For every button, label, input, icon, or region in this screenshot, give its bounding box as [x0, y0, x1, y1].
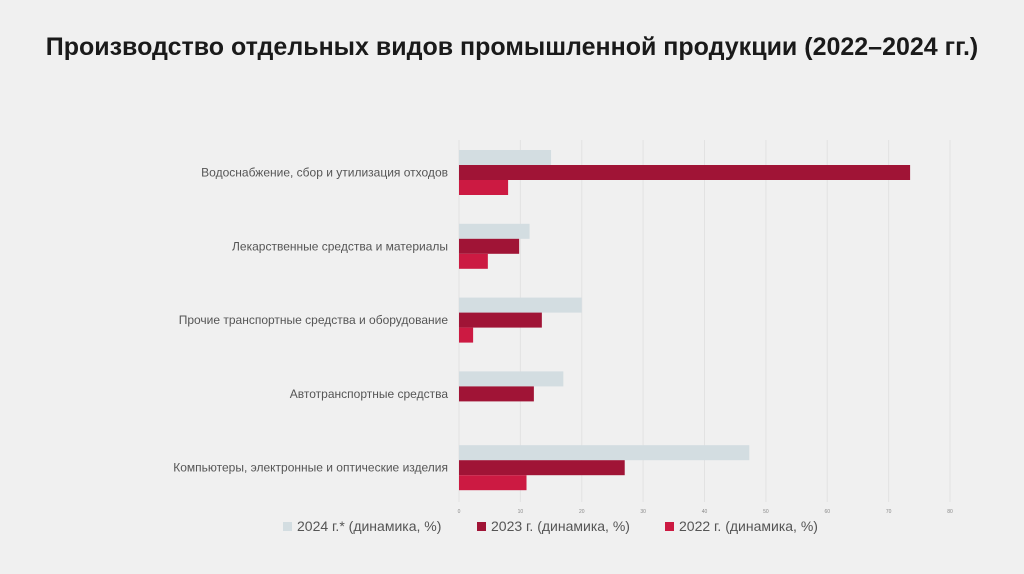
x-tick-label: 60 — [824, 509, 830, 515]
chart-title: Производство отдельных видов промышленно… — [45, 33, 979, 61]
legend-label: 2023 г. (динамика, %) — [491, 518, 630, 534]
bar — [459, 327, 474, 343]
bar — [459, 150, 552, 165]
bar — [459, 223, 530, 239]
bar — [459, 371, 564, 387]
x-tick-label: 40 — [702, 509, 708, 515]
bars — [459, 150, 911, 491]
x-tick-label: 70 — [886, 509, 892, 515]
x-tick-label: 30 — [640, 509, 646, 515]
legend-swatch — [477, 522, 486, 531]
bar — [459, 180, 509, 195]
bar — [459, 253, 488, 269]
bar — [459, 445, 750, 461]
x-tick-label: 0 — [458, 509, 461, 515]
legend-swatch — [665, 522, 674, 531]
category-label: Автотранспортные средства — [290, 387, 449, 401]
legend-label: 2022 г. (динамика, %) — [679, 518, 818, 534]
x-tick-label: 50 — [763, 509, 769, 515]
bar — [459, 165, 911, 180]
legend-label: 2024 г.* (динамика, %) — [297, 518, 441, 534]
category-label: Компьютеры, электронные и оптические изд… — [173, 461, 448, 475]
bar — [459, 386, 534, 402]
x-tick-label: 80 — [947, 509, 953, 515]
bar — [459, 460, 625, 476]
bar — [459, 312, 542, 328]
category-label: Лекарственные средства и материалы — [232, 239, 448, 253]
bar — [459, 297, 582, 313]
x-tick-label: 10 — [518, 509, 524, 515]
legend: 2024 г.* (динамика, %) 2023 г. (динамика,… — [283, 518, 818, 534]
bar — [459, 475, 527, 491]
x-tick-label: 20 — [579, 509, 585, 515]
category-label: Водоснабжение, сбор и утилизация отходов — [201, 166, 448, 180]
x-tick-labels: 0 10 20 30 40 50 60 70 80 — [458, 509, 953, 515]
category-label: Прочие транспортные средства и оборудова… — [179, 313, 449, 327]
bar — [459, 238, 520, 254]
legend-swatch — [283, 522, 292, 531]
category-labels: Водоснабжение, сбор и утилизация отходов… — [173, 166, 448, 475]
